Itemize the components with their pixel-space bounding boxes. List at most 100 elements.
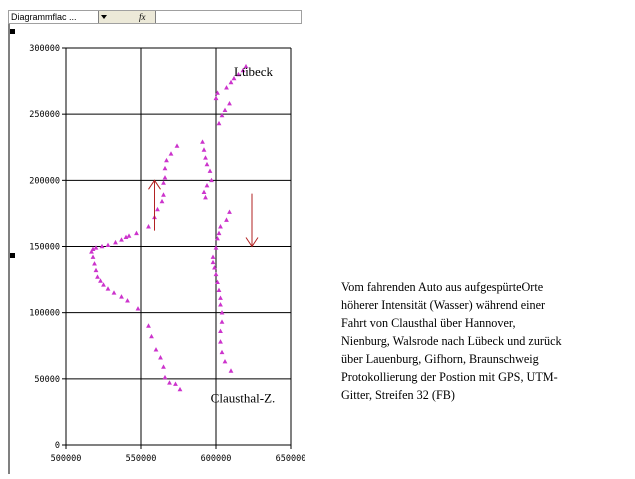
data-point xyxy=(174,143,180,148)
data-point xyxy=(213,95,219,101)
data-point xyxy=(162,374,168,380)
x-tick-label: 500000 xyxy=(51,454,82,464)
data-point xyxy=(89,249,94,254)
data-point xyxy=(135,306,141,311)
data-point xyxy=(95,274,100,279)
data-point xyxy=(207,168,213,173)
x-tick-label: 550000 xyxy=(126,454,157,464)
data-point xyxy=(119,237,124,242)
y-tick-label: 300000 xyxy=(29,44,60,54)
data-point xyxy=(219,112,225,118)
data-point xyxy=(90,246,96,251)
y-tick-label: 250000 xyxy=(29,110,60,120)
data-point xyxy=(216,230,222,236)
data-point xyxy=(227,209,232,214)
data-point xyxy=(210,259,216,265)
x-tick-label: 650000 xyxy=(276,454,305,464)
data-point xyxy=(161,364,166,369)
y-tick-label: 50000 xyxy=(34,375,60,385)
data-point xyxy=(99,243,105,249)
data-point xyxy=(161,180,166,185)
data-point xyxy=(224,217,229,222)
data-point xyxy=(159,198,165,204)
data-point xyxy=(111,290,117,295)
data-point xyxy=(231,75,237,81)
chevron-down-icon[interactable] xyxy=(99,11,109,23)
data-point xyxy=(101,282,106,287)
data-point xyxy=(227,100,232,106)
data-point xyxy=(213,271,219,277)
data-point xyxy=(105,286,111,291)
data-point xyxy=(161,192,166,197)
data-point xyxy=(218,339,223,344)
fx-icon[interactable]: fx xyxy=(139,12,146,22)
data-point xyxy=(93,245,99,250)
data-point xyxy=(218,302,223,307)
data-point xyxy=(222,107,228,112)
selection-handle-middle-left[interactable] xyxy=(10,253,15,258)
caption-line: Vom fahrenden Auto aus aufgespürteOrte xyxy=(341,280,544,294)
scatter-chart[interactable]: 0 50000 100000 150000 200000 250000 300000 5000… xyxy=(0,24,306,474)
annotation-label: Lübeck xyxy=(234,64,273,79)
formula-input[interactable] xyxy=(155,11,301,23)
data-point xyxy=(210,254,216,259)
data-point xyxy=(90,254,96,259)
data-point xyxy=(219,349,225,355)
selection-handle-top-left[interactable] xyxy=(10,29,15,34)
data-point xyxy=(218,295,223,300)
arrow-down-head xyxy=(245,237,259,248)
data-point xyxy=(168,151,174,156)
data-point xyxy=(219,310,225,315)
caption-line: Gitter, Streifen 32 (FB) xyxy=(341,388,455,402)
data-point xyxy=(213,245,219,250)
data-point xyxy=(125,298,130,303)
data-point xyxy=(162,175,168,180)
data-point xyxy=(155,206,160,212)
data-point xyxy=(203,155,208,160)
y-tick-label: 200000 xyxy=(29,176,60,186)
formula-bar: Diagrammflac ... fx xyxy=(8,10,302,24)
data-point xyxy=(215,90,220,95)
data-point xyxy=(209,177,214,183)
data-point xyxy=(123,234,129,240)
data-point xyxy=(119,294,124,299)
data-point xyxy=(215,279,220,285)
name-box[interactable]: Diagrammflac ... xyxy=(9,11,99,23)
y-tick-label: 100000 xyxy=(29,309,60,319)
data-point xyxy=(228,368,234,373)
chart-area[interactable]: 0 50000 100000 150000 200000 250000 300000 5000… xyxy=(0,24,306,474)
x-tick-label: 600000 xyxy=(201,454,232,464)
data-point xyxy=(212,265,217,270)
data-point xyxy=(216,287,222,292)
data-point xyxy=(201,189,207,195)
data-point xyxy=(224,85,229,90)
data-point xyxy=(216,120,222,126)
annotation-label: Clausthal-Z. xyxy=(211,391,276,406)
data-point xyxy=(243,63,249,69)
data-point xyxy=(228,79,234,85)
data-point xyxy=(146,224,151,229)
data-point xyxy=(167,380,172,385)
data-point xyxy=(201,147,207,152)
caption-line: Nienburg, Walsrode nach Lübeck und zurüc… xyxy=(341,334,562,348)
caption-line: über Lauenburg, Gifhorn, Braunschweig xyxy=(341,352,539,366)
caption-line: höherer Intensität (Wasser) während eine… xyxy=(341,298,546,312)
data-point xyxy=(98,278,103,283)
data-point xyxy=(113,239,118,245)
description-caption: Vom fahrenden Auto aus aufgespürteOrte h… xyxy=(341,278,635,404)
data-point xyxy=(105,242,111,247)
data-point xyxy=(200,139,205,144)
data-point xyxy=(177,386,183,392)
data-point xyxy=(222,359,228,364)
data-point xyxy=(149,333,154,339)
data-point xyxy=(218,328,223,333)
data-point xyxy=(203,194,208,200)
caption-line: Fahrt von Clausthal über Hannover, xyxy=(341,316,516,330)
y-tick-label: 150000 xyxy=(29,243,60,253)
data-point xyxy=(204,183,210,188)
data-point xyxy=(173,381,178,386)
data-point xyxy=(218,224,223,229)
data-point xyxy=(236,71,241,77)
data-point xyxy=(219,319,225,324)
y-tick-label: 0 xyxy=(55,441,60,451)
